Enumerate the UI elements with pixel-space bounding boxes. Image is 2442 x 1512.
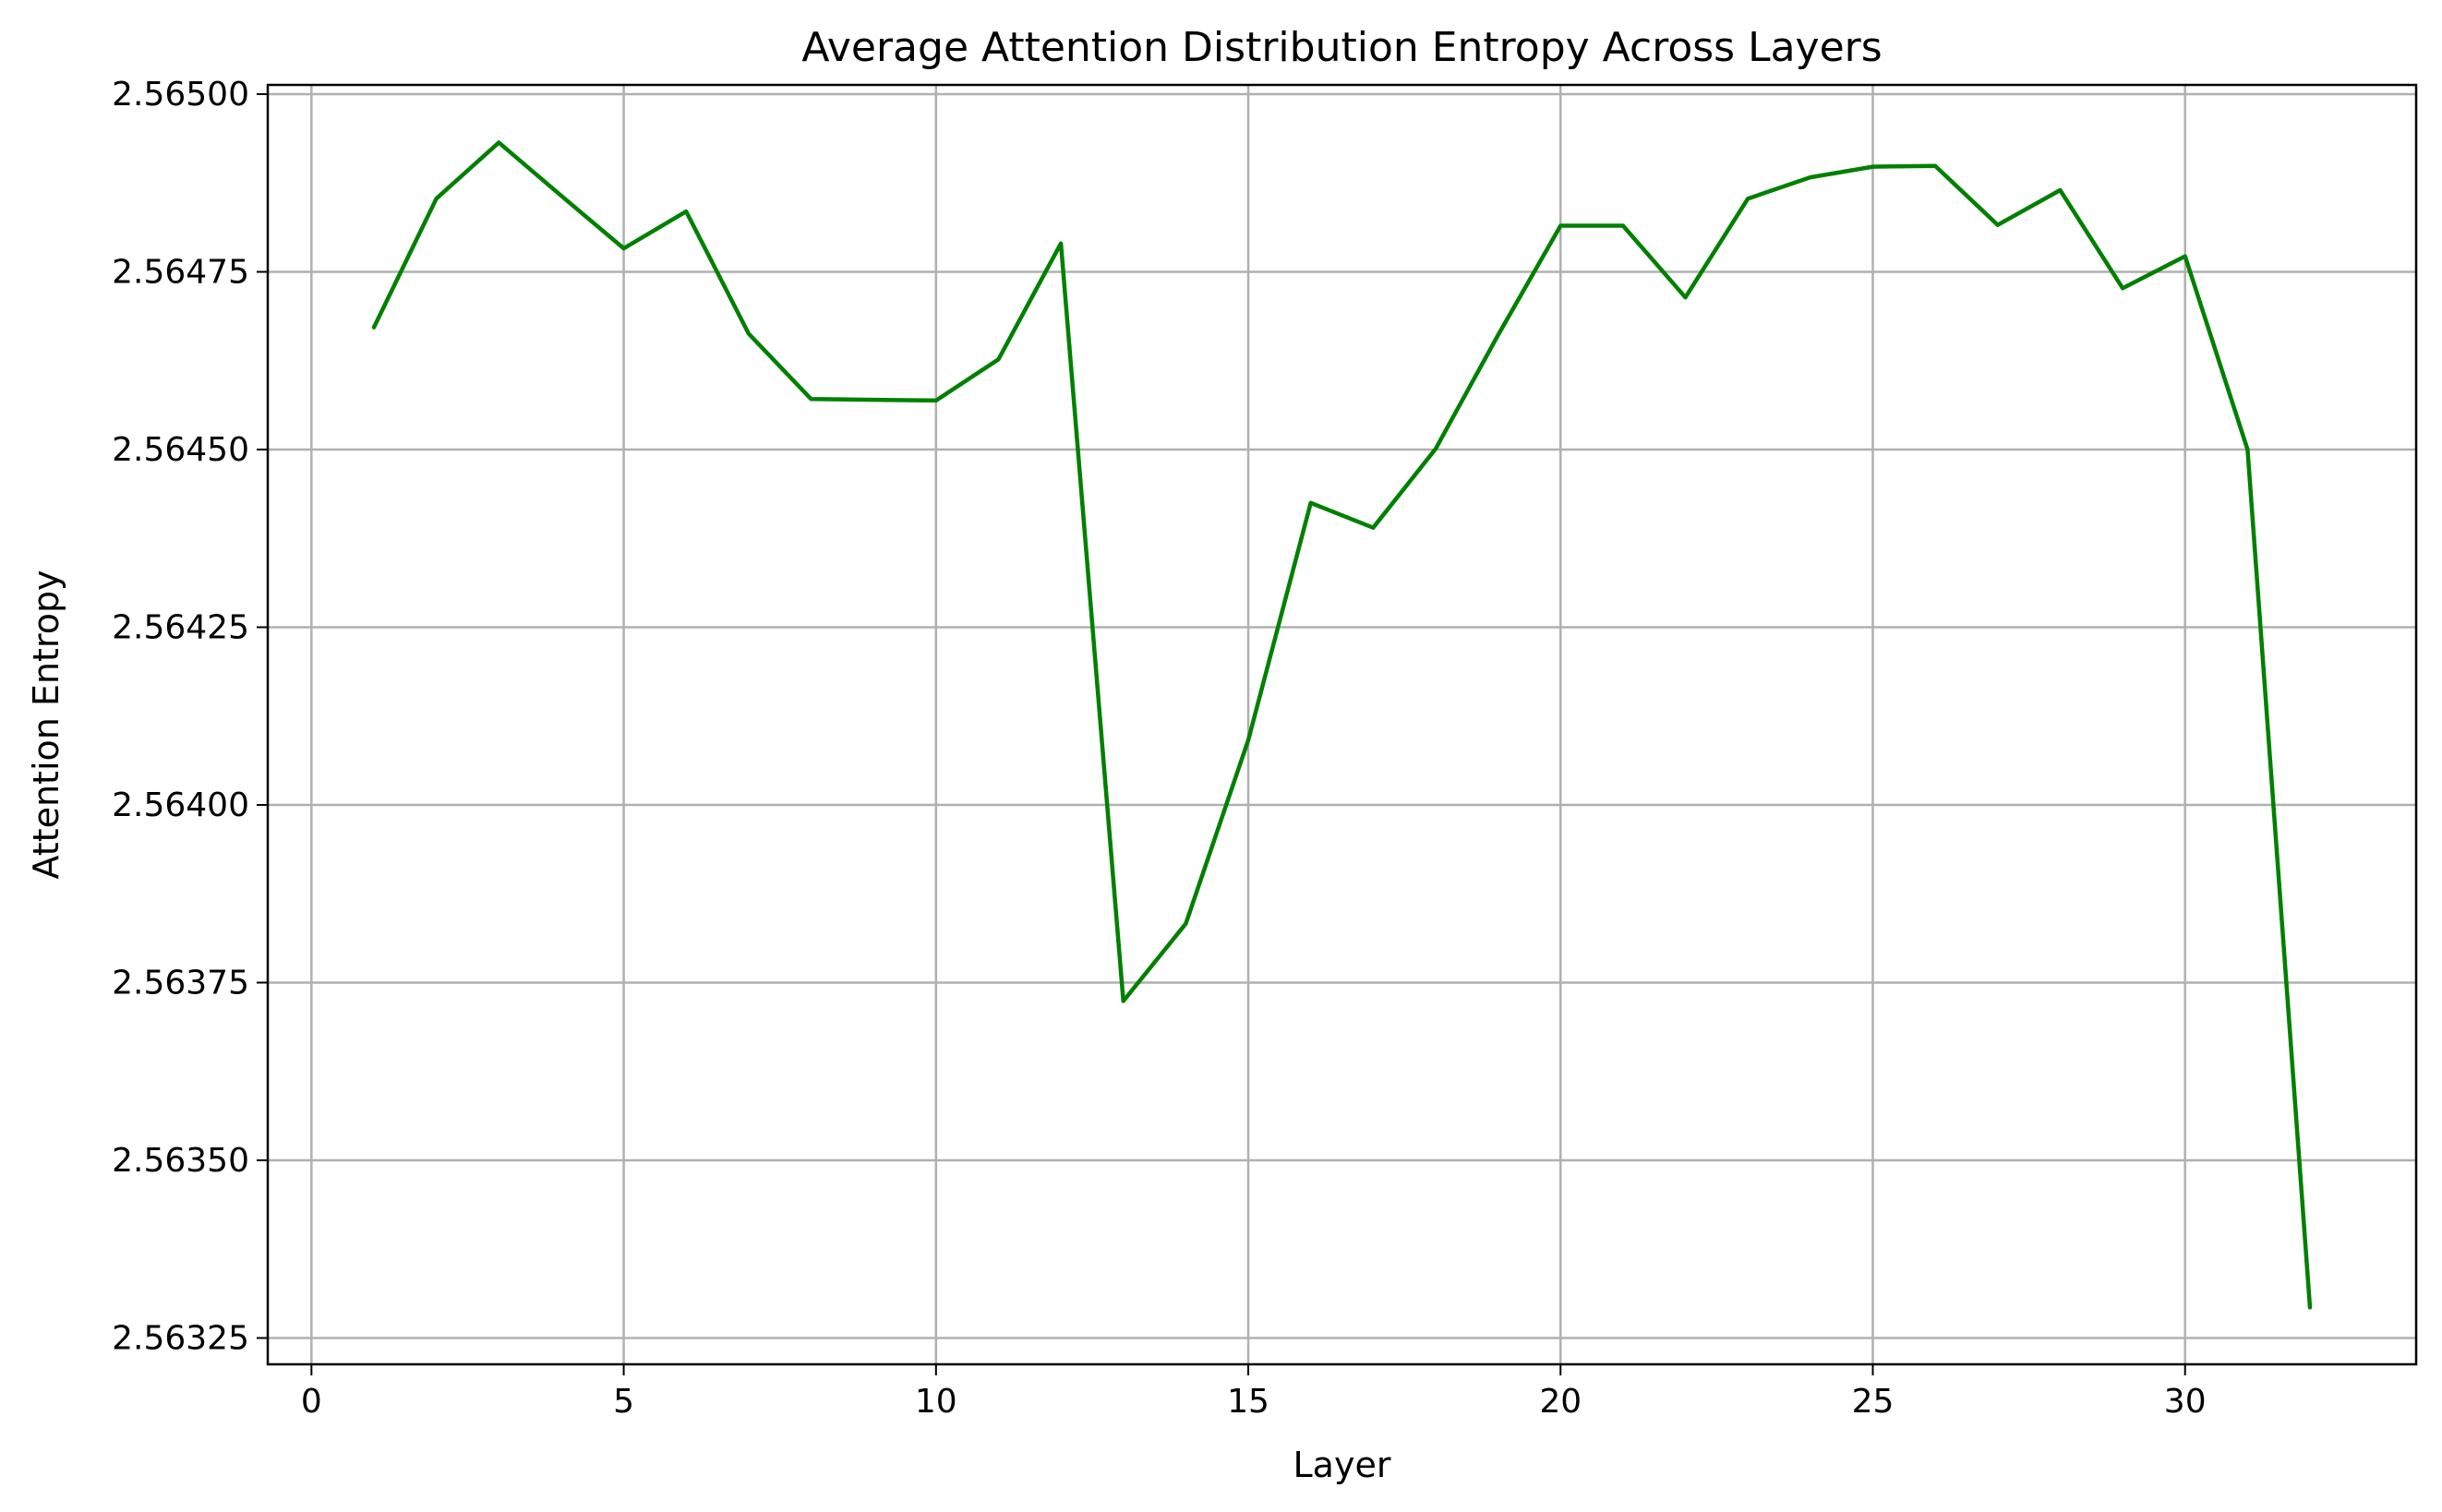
y-tick-label: 2.56475 <box>112 254 249 292</box>
y-tick-label: 2.56500 <box>112 76 249 114</box>
y-tick-label: 2.56400 <box>112 786 249 824</box>
x-tick-label: 15 <box>1227 1383 1269 1421</box>
x-tick-label: 10 <box>915 1383 957 1421</box>
grid <box>268 85 2416 1364</box>
x-tick-label: 20 <box>1539 1383 1582 1421</box>
x-tick-label: 30 <box>2164 1383 2207 1421</box>
y-tick-label: 2.56425 <box>112 609 249 647</box>
x-tick-label: 0 <box>301 1383 322 1421</box>
y-tick-label: 2.56375 <box>112 965 249 1002</box>
ticks: 0 5 10 15 20 25 30 2.56325 2.56350 2.56375 2.56400… <box>112 76 2206 1421</box>
plot-frame <box>266 83 2418 1366</box>
series-layer <box>371 140 2313 1310</box>
y-tick-label: 2.56350 <box>112 1142 249 1180</box>
series-line <box>371 140 2313 1310</box>
x-axis-label: Layer <box>1293 1445 1391 1485</box>
y-axis-label: Attention Entropy <box>26 570 66 879</box>
chart-title: Average Attention Distribution Entropy A… <box>801 24 1882 71</box>
x-tick-label: 5 <box>613 1383 634 1421</box>
y-tick-label: 2.56325 <box>112 1320 249 1358</box>
y-tick-label: 2.56450 <box>112 431 249 469</box>
x-tick-label: 25 <box>1852 1383 1895 1421</box>
